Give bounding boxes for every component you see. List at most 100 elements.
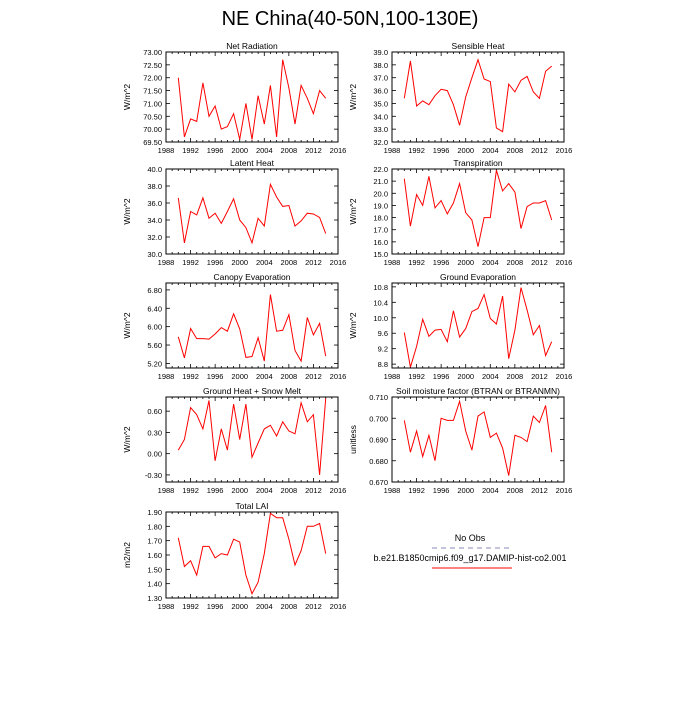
y-axis-label: W/m^2 [348, 84, 358, 110]
panel-title: Total LAI [235, 501, 268, 511]
y-tick-label: 1.80 [147, 522, 162, 531]
panel-8: Total LAI m2/m2 1988 1992 1996 2000 2004 2008 20… [122, 501, 346, 611]
y-tick-label: 33.0 [373, 125, 388, 134]
y-tick-label: 19.0 [373, 201, 388, 210]
x-tick-label: 1988 [384, 486, 401, 495]
x-tick-label: 2016 [556, 258, 573, 267]
y-tick-label: 10.4 [373, 298, 388, 307]
y-tick-label: 32.0 [147, 233, 162, 242]
panel-frame [391, 396, 565, 483]
x-tick-label: 2008 [281, 372, 298, 381]
y-axis-label: W/m^2 [348, 312, 358, 338]
x-tick-label: 1992 [408, 372, 425, 381]
y-axis-label: m2/m2 [122, 542, 132, 568]
legend: No Obs b.e21.B1850cmip6.f09_g17.DAMIP-his… [373, 533, 567, 569]
y-tick-label: 71.50 [143, 87, 162, 96]
y-tick-label: 0.00 [147, 450, 162, 459]
y-tick-label: 40.0 [147, 165, 162, 174]
x-tick-label: 2016 [556, 146, 573, 155]
y-tick-label: 15.0 [373, 250, 388, 259]
x-tick-label: 2000 [231, 258, 248, 267]
y-tick-label: 0.680 [369, 457, 388, 466]
legend-obs-label: No Obs [455, 533, 486, 543]
panel-frame [165, 51, 339, 143]
panel-title: Ground Evaporation [440, 272, 516, 282]
x-tick-label: 1996 [207, 146, 224, 155]
x-tick-label: 1988 [158, 258, 175, 267]
x-tick-label: 1992 [182, 486, 199, 495]
x-tick-label: 1996 [207, 372, 224, 381]
x-tick-label: 2008 [281, 486, 298, 495]
x-tick-label: 1988 [158, 486, 175, 495]
x-tick-label: 2012 [531, 372, 548, 381]
x-tick-label: 2016 [556, 486, 573, 495]
x-tick-label: 1992 [408, 146, 425, 155]
y-tick-label: 18.0 [373, 214, 388, 223]
y-tick-label: 70.50 [143, 112, 162, 121]
series-line [177, 512, 327, 595]
y-tick-label: 10.0 [373, 314, 388, 323]
x-tick-label: 1992 [182, 146, 199, 155]
x-tick-label: 1988 [384, 372, 401, 381]
y-tick-label: 72.50 [143, 61, 162, 70]
y-tick-label: 34.0 [147, 216, 162, 225]
x-tick-label: 2004 [482, 258, 499, 267]
y-tick-label: 10.8 [373, 283, 388, 292]
x-tick-label: 1996 [207, 258, 224, 267]
y-tick-label: 0.60 [147, 407, 162, 416]
y-tick-label: 0.670 [369, 478, 388, 487]
series-line [403, 287, 553, 368]
panel-title: Net Radiation [226, 41, 278, 51]
x-tick-label: 2012 [531, 146, 548, 155]
x-tick-label: 2016 [330, 372, 347, 381]
panel-4: Canopy Evaporation W/m^2 1988 1992 1996 2000 2… [122, 272, 346, 381]
y-tick-label: 9.6 [378, 329, 388, 338]
x-tick-label: 1992 [408, 258, 425, 267]
x-tick-label: 2012 [531, 486, 548, 495]
x-tick-label: 2012 [305, 146, 322, 155]
y-tick-label: 34.0 [373, 112, 388, 121]
y-tick-label: 36.0 [373, 87, 388, 96]
x-tick-label: 1992 [182, 602, 199, 611]
y-tick-label: 30.0 [147, 250, 162, 259]
x-tick-label: 1988 [384, 258, 401, 267]
figure-title: NE China(40-50N,100-130E) [221, 8, 479, 30]
panel-3: Transpiration W/m^2 1988 1992 1996 2000 2004 20… [348, 158, 572, 267]
y-tick-label: 1.50 [147, 565, 162, 574]
x-tick-label: 2000 [231, 602, 248, 611]
y-tick-label: 16.0 [373, 238, 388, 247]
series-line [177, 182, 327, 245]
panel-title: Transpiration [453, 158, 503, 168]
x-tick-label: 2012 [305, 258, 322, 267]
x-tick-label: 2000 [231, 372, 248, 381]
y-tick-label: 37.0 [373, 74, 388, 83]
x-tick-label: 2016 [330, 258, 347, 267]
y-tick-label: 22.0 [373, 165, 388, 174]
x-tick-label: 2008 [507, 258, 524, 267]
y-tick-label: 71.00 [143, 99, 162, 108]
x-tick-label: 2004 [256, 486, 273, 495]
series-line [177, 59, 327, 140]
x-tick-label: 2000 [457, 372, 474, 381]
x-tick-label: 2000 [457, 146, 474, 155]
panel-title: Canopy Evaporation [213, 272, 290, 282]
panel-6: Ground Heat + Snow Melt W/m^2 1988 1992 1996… [122, 386, 346, 495]
panel-title: Sensible Heat [452, 41, 506, 51]
x-tick-label: 2000 [457, 486, 474, 495]
legend-model-label: b.e21.B1850cmip6.f09_g17.DAMIP-hist-co2.… [373, 553, 566, 563]
x-tick-label: 2016 [330, 486, 347, 495]
y-tick-label: 0.700 [369, 414, 388, 423]
panel-0: Net Radiation W/m^2 1988 1992 1996 2000 2004 20… [122, 41, 346, 155]
y-tick-label: 5.20 [147, 359, 162, 368]
y-axis-label: W/m^2 [122, 312, 132, 338]
series-line [177, 294, 327, 363]
x-tick-label: 2004 [256, 372, 273, 381]
y-tick-label: 5.60 [147, 341, 162, 350]
x-tick-label: 2012 [305, 486, 322, 495]
x-tick-label: 1996 [207, 602, 224, 611]
x-tick-label: 1996 [207, 486, 224, 495]
panel-title: Ground Heat + Snow Melt [203, 386, 302, 396]
x-tick-label: 1996 [433, 486, 450, 495]
x-tick-label: 2004 [482, 486, 499, 495]
